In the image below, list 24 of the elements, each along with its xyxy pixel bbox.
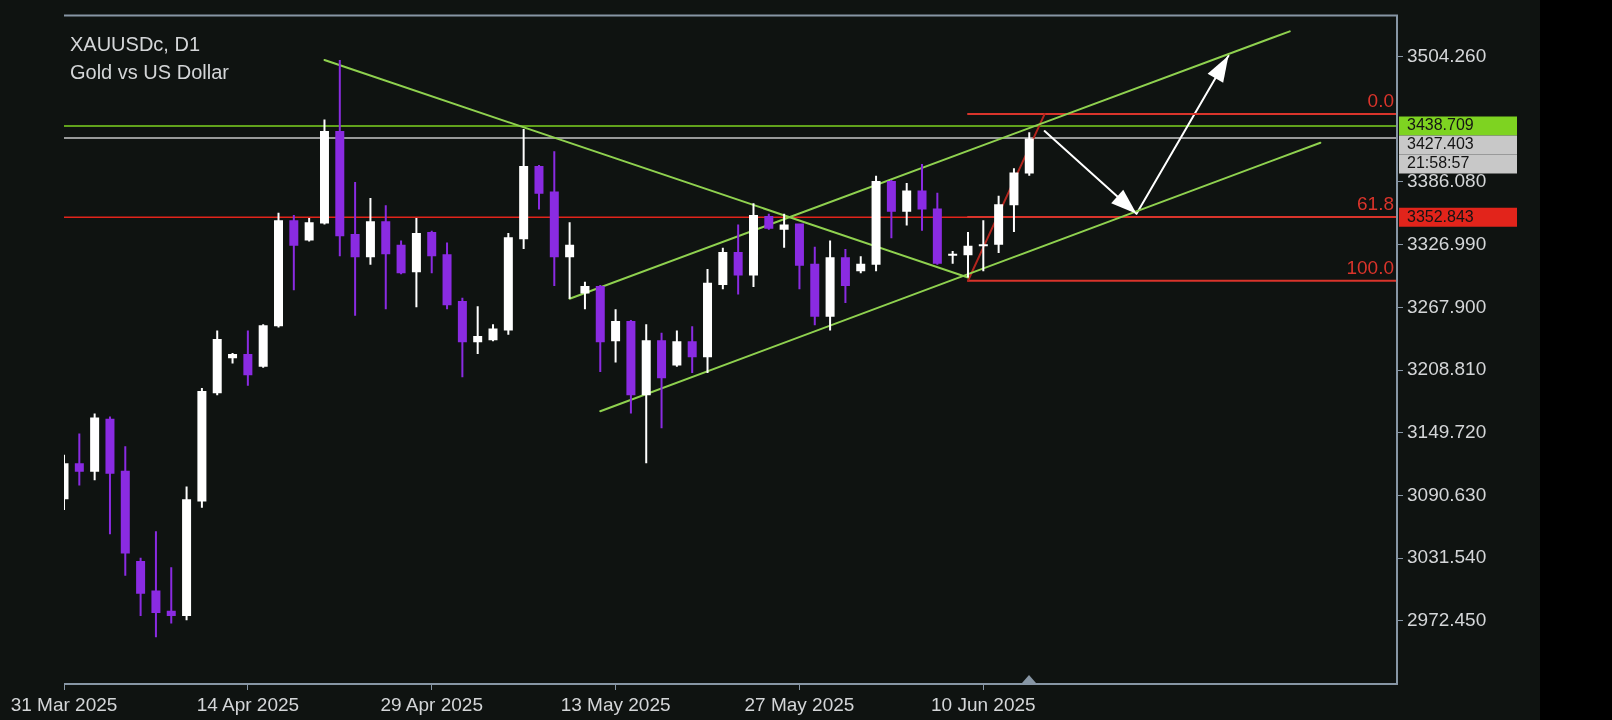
- y-tick-label: 3267.900: [1407, 295, 1487, 317]
- y-tick-label: 3386.080: [1407, 170, 1487, 192]
- y-tick-label: 3504.260: [1407, 44, 1487, 66]
- series-label: 100.0: [1346, 256, 1394, 278]
- x-tick-label: 31 Mar 2025: [10, 693, 118, 715]
- y-tick-label: 3208.810: [1407, 358, 1487, 380]
- text: XAUUSDc, D1: [70, 32, 201, 55]
- ref-line-label: 3438.709: [1407, 116, 1474, 134]
- y-tick-label: 2972.450: [1407, 609, 1487, 631]
- x-tick-label: 29 Apr 2025: [380, 693, 483, 715]
- text: Gold vs US Dollar: [70, 60, 230, 83]
- x-tick-label: 13 May 2025: [560, 693, 671, 715]
- ref-line-label: 3352.843: [1407, 207, 1474, 225]
- x-tick-label: 27 May 2025: [744, 693, 855, 715]
- text: 21:58:57: [1407, 154, 1470, 172]
- y-tick-label: 3149.720: [1407, 421, 1487, 443]
- y-tick-label: 3090.630: [1407, 483, 1487, 505]
- ref-line-label: 3427.403: [1407, 135, 1474, 153]
- x-tick-label: 14 Apr 2025: [196, 693, 300, 715]
- series-label: 61.8: [1357, 193, 1394, 215]
- series-label: 0.0: [1367, 90, 1394, 112]
- y-tick-label: 3031.540: [1407, 546, 1487, 568]
- y-tick-label: 3326.990: [1407, 232, 1487, 254]
- x-tick-label: 10 Jun 2025: [931, 693, 1036, 715]
